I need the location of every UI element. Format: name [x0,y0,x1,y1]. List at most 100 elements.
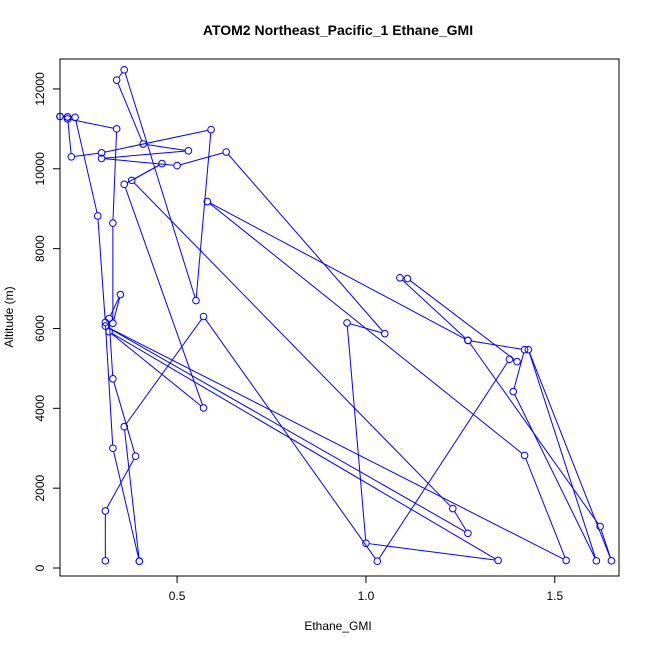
data-point [109,444,117,453]
series-segment [525,458,566,558]
series-segment [133,182,451,507]
y-tick-label: 4000 [33,395,47,422]
series-segment [118,72,123,78]
data-point [396,273,404,282]
series-segment [454,511,467,531]
x-tick-label: 1.0 [358,589,375,603]
data-point [362,539,370,548]
series-segment [125,318,203,425]
y-axis: 0 2000 4000 6000 8000 10000 12000 [33,72,61,571]
data-point [105,314,113,323]
series-segment [70,119,114,129]
series-segment [108,327,564,560]
x-tick-label: 0.5 [169,589,186,603]
y-tick-label: 12000 [33,72,47,106]
series-segment [124,429,140,559]
series-segment [107,327,466,533]
series-segment [105,325,114,445]
series-segment [513,352,525,389]
data-point [109,374,117,383]
series-segment [74,152,99,157]
series-segment [111,332,496,560]
y-axis-label: Altitude (m) [2,286,16,347]
data-point [607,557,616,565]
data-point [101,322,110,330]
series-segment [108,321,114,376]
data-point [109,219,117,227]
series-segment [67,120,72,154]
series-segment [104,158,174,166]
data-point [63,113,72,121]
data-point [403,274,412,283]
series-segment [514,394,596,559]
chart-title: ATOM2 Northeast_Pacific_1 Ethane_GMI [203,22,473,38]
data-point [101,507,110,515]
data-point [373,557,382,566]
data-point [513,357,521,366]
data-point [101,318,110,327]
data-point [449,504,457,513]
data-point [596,522,604,531]
data-point [520,451,529,460]
series-segment [110,297,120,316]
series-segment [205,318,376,559]
data-point [139,140,147,148]
data-point [112,125,121,133]
data-point [505,355,514,364]
series-segment [117,83,143,142]
data-point [116,290,125,299]
data-point [592,557,601,565]
data-point [381,329,389,338]
data-point [343,319,351,327]
data-point [120,422,129,431]
series-segment [146,144,186,151]
data-point [97,149,106,157]
series-segment [180,152,224,166]
x-axis: 0.5 1.0 1.5 [169,575,563,603]
data-point [71,113,79,122]
data-point [509,387,518,396]
data-point [120,65,129,74]
data-point [222,148,230,156]
series-segment [409,280,515,361]
series-segment [378,361,509,559]
y-tick-label: 10000 [33,152,47,186]
data-point [524,345,533,354]
series-segment [529,352,611,558]
plot-frame [59,58,620,577]
data-point [135,557,144,566]
data-point [93,212,102,220]
y-tick-label: 0 [33,564,47,571]
data-point [199,312,208,321]
data-point [184,147,193,155]
data-point [56,112,64,121]
series-segment [111,333,202,407]
series-segment [113,297,121,321]
x-tick-label: 1.5 [546,589,563,603]
series-segment [209,203,523,454]
series-segment [195,132,212,298]
series-segment [113,451,140,559]
series-segment [75,120,98,213]
data-point [203,197,212,206]
data-point [101,557,110,565]
series-segment [471,340,522,350]
series-segment [209,202,466,340]
data-point [109,319,117,328]
series-segment [134,164,160,180]
series-segment [112,132,118,220]
data-point [127,176,136,185]
x-axis-label: Ethane_GMI [304,619,371,633]
series-segment [369,543,495,561]
data-point [63,115,72,123]
data-point [464,336,472,345]
data-point [158,159,166,168]
data-point [173,161,181,170]
series-segment [402,279,466,339]
series-segment [346,326,367,541]
data-point [192,296,200,305]
series-segment [124,72,196,298]
series-layer [56,65,616,566]
